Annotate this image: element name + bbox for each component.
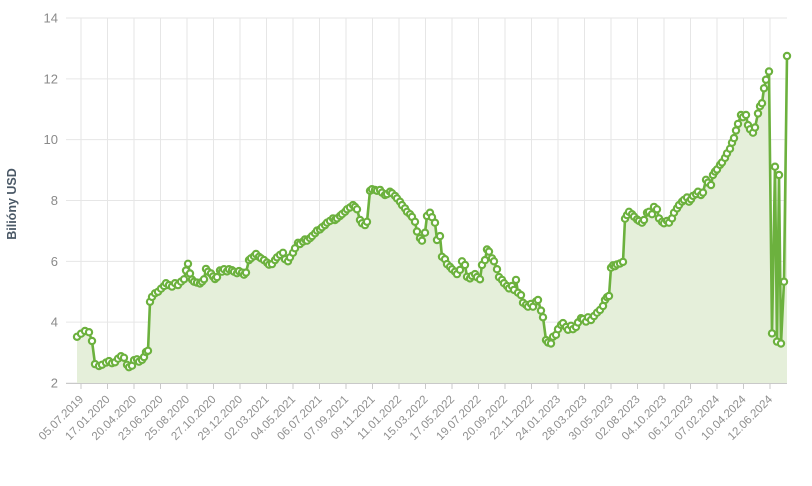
data-point-marker[interactable]: [417, 236, 427, 245]
data-point-marker[interactable]: [352, 205, 362, 214]
y-axis-title: Bilióny USD: [5, 168, 19, 240]
data-point-marker[interactable]: [757, 98, 767, 108]
data-point-marker[interactable]: [546, 339, 556, 348]
x-axis-tick-labels: 05.07.201917.01.202020.04.202023.06.2020…: [37, 393, 776, 443]
y-tick-label: 12: [44, 71, 58, 86]
data-point-marker[interactable]: [639, 215, 649, 225]
data-point-marker[interactable]: [475, 275, 485, 284]
y-tick-label: 8: [51, 193, 58, 208]
data-point-marker[interactable]: [241, 268, 251, 277]
data-point-marker[interactable]: [741, 110, 751, 120]
data-point-marker[interactable]: [538, 313, 548, 322]
data-point-marker[interactable]: [484, 247, 494, 256]
data-point-marker[interactable]: [764, 67, 774, 76]
data-point-marker[interactable]: [480, 255, 490, 265]
data-point-marker[interactable]: [774, 170, 784, 180]
data-point-marker[interactable]: [430, 218, 440, 227]
data-point-marker[interactable]: [511, 275, 521, 285]
data-point-marker[interactable]: [767, 329, 777, 338]
data-point-marker[interactable]: [119, 353, 129, 362]
data-point-marker[interactable]: [87, 336, 97, 346]
data-point-marker[interactable]: [618, 257, 628, 267]
data-point-marker[interactable]: [199, 275, 209, 284]
data-point-marker[interactable]: [733, 119, 743, 129]
data-point-marker[interactable]: [460, 260, 470, 270]
data-point-marker[interactable]: [647, 209, 657, 219]
data-point-marker[interactable]: [278, 248, 288, 257]
data-point-marker[interactable]: [698, 188, 708, 197]
data-point-marker[interactable]: [536, 306, 546, 315]
data-point-marker[interactable]: [420, 228, 430, 237]
data-point-marker[interactable]: [143, 346, 153, 355]
data-point-marker[interactable]: [183, 259, 193, 268]
data-point-marker[interactable]: [604, 291, 614, 301]
x-axis-line: [66, 383, 787, 389]
data-point-marker[interactable]: [729, 133, 739, 143]
data-point-marker[interactable]: [362, 217, 372, 226]
y-tick-label: 10: [44, 132, 58, 147]
data-point-marker[interactable]: [435, 231, 445, 241]
data-point-marker[interactable]: [84, 328, 94, 337]
data-point-marker[interactable]: [759, 84, 769, 93]
data-point-marker[interactable]: [782, 51, 792, 61]
data-point-marker[interactable]: [179, 275, 189, 284]
data-point-marker[interactable]: [652, 205, 662, 214]
y-tick-label: 14: [44, 11, 58, 26]
data-point-marker[interactable]: [776, 339, 786, 348]
data-point-marker[interactable]: [412, 227, 422, 236]
y-tick-label: 4: [51, 315, 58, 330]
data-point-marker[interactable]: [533, 295, 543, 305]
y-tick-label: 6: [51, 254, 58, 269]
data-point-marker[interactable]: [731, 126, 741, 135]
data-point-marker[interactable]: [212, 272, 222, 282]
y-axis-tick-labels: 2 4 6 8 10 12 14: [44, 11, 58, 391]
data-point-marker[interactable]: [753, 109, 763, 118]
data-point-marker[interactable]: [761, 75, 771, 84]
data-series[interactable]: [72, 51, 792, 383]
y-tick-label: 2: [51, 376, 58, 391]
data-point-marker[interactable]: [706, 180, 716, 190]
data-point-marker[interactable]: [492, 265, 502, 274]
data-point-marker[interactable]: [770, 162, 780, 171]
data-point-marker[interactable]: [779, 277, 789, 286]
data-point-marker[interactable]: [410, 217, 420, 226]
data-point-marker[interactable]: [750, 123, 760, 132]
data-point-marker[interactable]: [455, 265, 465, 275]
data-point-marker[interactable]: [489, 257, 499, 266]
data-point-marker[interactable]: [516, 290, 526, 300]
